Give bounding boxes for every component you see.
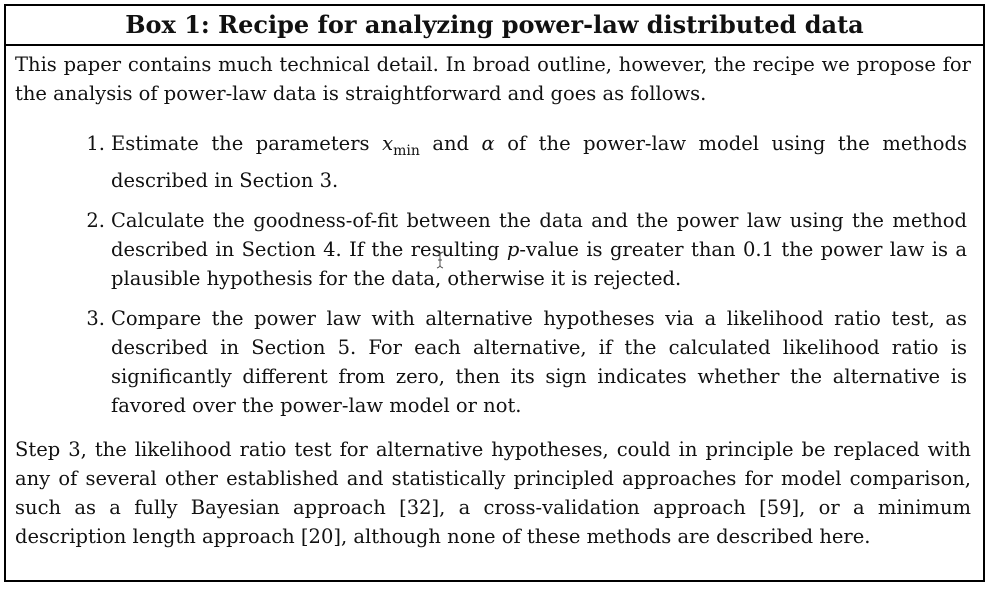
- step-text: Calculate the goodness-of-fit between th…: [111, 206, 967, 293]
- step-number: 3.: [86, 307, 105, 330]
- text-cursor-icon: [436, 251, 444, 269]
- alpha-symbol: α: [481, 132, 495, 155]
- title-divider: [6, 44, 983, 46]
- recipe-steps: 1. Estimate the parameters xmin and α of…: [6, 129, 983, 431]
- step-2: 2. Calculate the goodness-of-fit between…: [6, 206, 983, 293]
- step-text-part: and: [419, 132, 482, 155]
- recipe-box: Box 1: Recipe for analyzing power-law di…: [4, 4, 985, 582]
- step-text: Compare the power law with alternative h…: [111, 307, 967, 417]
- intro-paragraph: This paper contains much technical detai…: [15, 53, 971, 105]
- step-text-part: of the power-law model using the methods…: [111, 132, 967, 192]
- step-number: 1.: [86, 132, 105, 155]
- step-number: 2.: [86, 209, 105, 232]
- x-symbol: x: [382, 132, 394, 155]
- step-text-part: Calculate the goodness-of-fit between th…: [111, 209, 967, 261]
- step-3: 3. Compare the power law with alternativ…: [6, 304, 983, 420]
- p-symbol: p: [506, 238, 520, 261]
- step-text: Estimate the parameters xmin and α of th…: [111, 129, 967, 195]
- outro-paragraph: Step 3, the likelihood ratio test for al…: [15, 438, 971, 548]
- step-text-part: -value is greater than 0.1 the power law…: [111, 238, 967, 290]
- step-text-part: Estimate the parameters: [111, 132, 383, 155]
- step-1: 1. Estimate the parameters xmin and α of…: [6, 129, 983, 195]
- box-title: Box 1: Recipe for analyzing power-law di…: [125, 10, 864, 39]
- min-subscript: min: [393, 143, 420, 159]
- x-min-symbol: xmin: [382, 132, 420, 159]
